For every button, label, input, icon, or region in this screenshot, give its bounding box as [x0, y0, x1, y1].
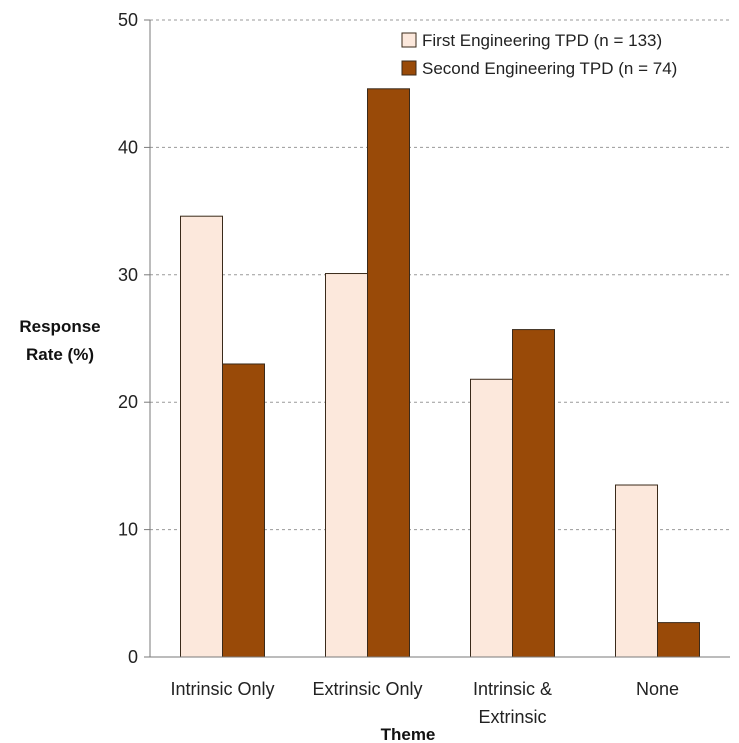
bar-second-tpd — [367, 88, 410, 658]
y-tick-label: 20 — [118, 392, 138, 412]
bar-first-tpd — [180, 215, 223, 658]
bars — [180, 88, 700, 658]
x-category-label: None — [636, 679, 679, 699]
legend-label: First Engineering TPD (n = 133) — [422, 31, 662, 50]
bar-first-tpd — [325, 273, 368, 658]
x-category-label: Intrinsic & — [473, 679, 552, 699]
y-tick-label: 10 — [118, 520, 138, 540]
y-axis-title: Rate (%) — [26, 345, 94, 364]
legend: First Engineering TPD (n = 133) Second En… — [401, 31, 677, 78]
bar-second-tpd — [657, 622, 700, 658]
x-category-label: Intrinsic Only — [170, 679, 274, 699]
bar-first-tpd — [470, 378, 513, 658]
legend-swatch — [401, 60, 417, 76]
bar-second-tpd — [512, 329, 555, 658]
x-axis-title: Theme — [381, 725, 436, 743]
y-tick-label: 0 — [128, 647, 138, 667]
x-category-label: Extrinsic — [478, 707, 546, 727]
axes — [144, 19, 730, 658]
y-tick-label: 30 — [118, 265, 138, 285]
y-tick-label: 50 — [118, 10, 138, 30]
y-tick-label: 40 — [118, 137, 138, 157]
y-axis-title: Response — [19, 317, 100, 336]
labels: 0 10 20 30 40 50 Intrinsic Only Extrinsic Only I… — [19, 10, 679, 743]
x-category-label: Extrinsic Only — [312, 679, 422, 699]
bar-second-tpd — [222, 363, 265, 658]
legend-label: Second Engineering TPD (n = 74) — [422, 59, 677, 78]
legend-swatch — [401, 32, 417, 48]
bar-first-tpd — [615, 484, 658, 658]
